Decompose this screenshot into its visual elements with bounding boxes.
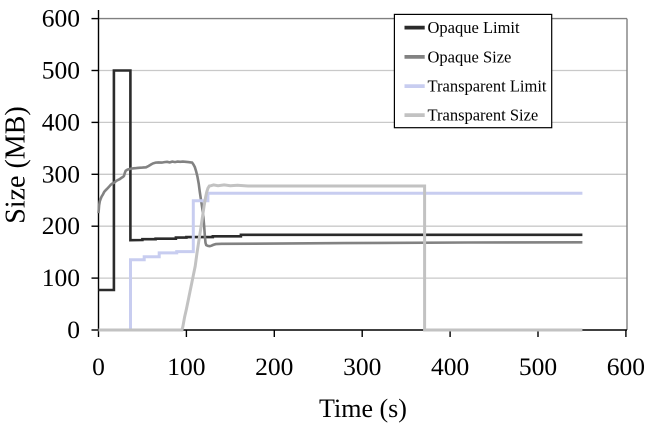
svg-text:Time (s): Time (s) [319,394,407,423]
svg-text:Size (MB): Size (MB) [1,106,32,223]
svg-text:600: 600 [607,352,645,381]
svg-text:Opaque Size: Opaque Size [428,47,512,66]
svg-text:0: 0 [67,315,80,344]
svg-text:0: 0 [92,352,105,381]
svg-text:600: 600 [42,4,80,33]
svg-text:400: 400 [431,352,469,381]
svg-text:300: 300 [42,159,80,188]
svg-text:100: 100 [42,263,80,292]
svg-text:Transparent Limit: Transparent Limit [428,77,547,96]
svg-text:200: 200 [255,352,293,381]
svg-text:300: 300 [343,352,381,381]
svg-text:400: 400 [42,107,80,136]
svg-text:100: 100 [167,352,205,381]
svg-text:500: 500 [519,352,557,381]
svg-text:Transparent Size: Transparent Size [428,106,539,125]
svg-text:Opaque Limit: Opaque Limit [428,18,521,37]
svg-text:200: 200 [42,211,80,240]
svg-text:500: 500 [42,56,80,85]
